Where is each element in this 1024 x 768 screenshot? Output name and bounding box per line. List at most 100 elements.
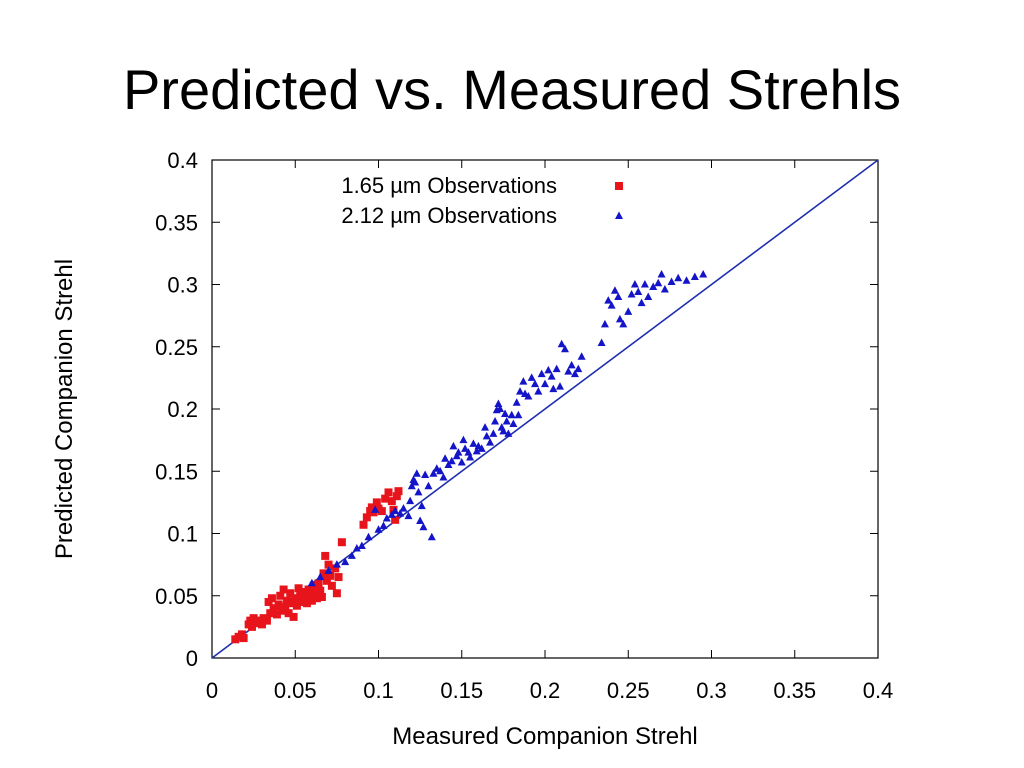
data-point-1-65 bbox=[322, 576, 331, 585]
data-point-1-65 bbox=[316, 586, 325, 595]
data-point-1-65 bbox=[321, 551, 330, 560]
x-tick-label: 0.25 bbox=[607, 678, 650, 703]
data-point-2-12 bbox=[644, 292, 653, 300]
data-point-2-12 bbox=[491, 416, 500, 425]
data-point-2-12 bbox=[364, 532, 373, 541]
data-point-2-12 bbox=[516, 387, 525, 395]
x-tick-label: 0.1 bbox=[363, 678, 394, 703]
data-point-2-12 bbox=[547, 372, 556, 380]
data-point-2-12 bbox=[667, 277, 676, 286]
data-point-2-12 bbox=[436, 466, 445, 475]
x-tick-label: 0.15 bbox=[440, 678, 483, 703]
y-tick-label: 0.25 bbox=[155, 335, 198, 360]
x-axis-title: Measured Companion Strehl bbox=[392, 723, 698, 750]
data-point-2-12 bbox=[352, 543, 361, 552]
data-point-1-65 bbox=[381, 494, 390, 503]
data-point-2-12 bbox=[382, 514, 391, 522]
data-point-2-12 bbox=[607, 301, 616, 309]
data-point-2-12 bbox=[374, 525, 383, 533]
data-point-2-12 bbox=[416, 516, 425, 525]
data-point-2-12 bbox=[404, 511, 413, 520]
data-point-2-12 bbox=[615, 314, 624, 323]
data-point-2-12 bbox=[447, 456, 456, 465]
data-point-2-12 bbox=[524, 392, 533, 400]
y-tick-label: 0 bbox=[186, 646, 198, 671]
data-point-2-12 bbox=[564, 367, 573, 375]
data-point-2-12 bbox=[600, 319, 609, 328]
legend: 1.65 µm Observations 2.12 µm Observation… bbox=[341, 173, 623, 228]
data-point-2-12 bbox=[519, 377, 528, 385]
y-tick-label: 0.4 bbox=[167, 148, 198, 173]
x-tick-label: 0.05 bbox=[274, 678, 317, 703]
data-point-2-12 bbox=[501, 409, 510, 417]
data-point-2-12 bbox=[341, 557, 350, 566]
data-point-2-12 bbox=[427, 532, 436, 541]
data-point-1-65 bbox=[359, 520, 368, 529]
data-point-1-65 bbox=[281, 602, 290, 611]
data-point-2-12 bbox=[660, 284, 669, 293]
data-point-1-65 bbox=[332, 589, 341, 598]
data-point-1-65 bbox=[257, 620, 266, 629]
data-point-2-12 bbox=[371, 505, 380, 513]
data-point-2-12 bbox=[459, 435, 468, 444]
data-point-1-65 bbox=[266, 609, 275, 618]
data-point-1-65 bbox=[324, 560, 333, 569]
data-point-2-12 bbox=[324, 566, 333, 574]
legend-marker-2-12 bbox=[615, 211, 623, 219]
data-point-2-12 bbox=[614, 292, 623, 300]
data-point-1-65 bbox=[279, 585, 288, 594]
data-point-2-12 bbox=[411, 477, 420, 486]
data-point-2-12 bbox=[347, 551, 356, 559]
data-point-1-65 bbox=[302, 599, 311, 608]
data-point-2-12 bbox=[466, 453, 475, 461]
data-point-2-12 bbox=[396, 509, 405, 517]
data-point-2-12 bbox=[429, 469, 438, 477]
x-tick-label: 0.2 bbox=[530, 678, 561, 703]
legend-label-2-12: 2.12 µm Observations bbox=[341, 203, 557, 228]
data-point-1-65 bbox=[282, 596, 291, 605]
data-point-1-65 bbox=[299, 588, 308, 597]
data-point-1-65 bbox=[269, 604, 278, 613]
x-axis-ticks: 0 0.05 0.1 0.15 0.2 0.25 0.3 0.35 0.4 bbox=[206, 160, 893, 703]
data-point-2-12 bbox=[610, 286, 619, 294]
data-point-2-12 bbox=[537, 369, 546, 378]
data-point-1-65 bbox=[292, 601, 301, 610]
data-point-2-12 bbox=[577, 352, 586, 360]
data-point-2-12 bbox=[597, 338, 606, 347]
x-tick-label: 0.4 bbox=[863, 678, 894, 703]
data-point-2-12 bbox=[489, 429, 498, 437]
data-point-2-12 bbox=[477, 444, 486, 452]
data-point-2-12 bbox=[414, 487, 423, 496]
data-point-1-65 bbox=[247, 622, 256, 631]
data-point-1-65 bbox=[311, 589, 320, 598]
y-tick-label: 0.35 bbox=[155, 210, 198, 235]
y-tick-label: 0.1 bbox=[167, 522, 198, 547]
y-tick-label: 0.2 bbox=[167, 397, 198, 422]
data-point-2-12 bbox=[514, 410, 523, 419]
data-point-2-12 bbox=[555, 382, 564, 390]
data-point-2-12 bbox=[674, 273, 683, 282]
data-point-1-65 bbox=[301, 594, 310, 603]
data-point-2-12 bbox=[541, 379, 549, 388]
data-point-2-12 bbox=[399, 504, 408, 512]
data-point-2-12 bbox=[419, 522, 428, 531]
data-point-2-12 bbox=[619, 319, 628, 328]
data-point-1-65 bbox=[377, 507, 386, 516]
data-point-2-12 bbox=[630, 280, 639, 288]
data-point-1-65 bbox=[387, 497, 396, 506]
data-point-1-65 bbox=[294, 584, 303, 593]
data-point-1-65 bbox=[291, 594, 300, 603]
y-tick-label: 0.15 bbox=[155, 459, 198, 484]
data-point-2-12 bbox=[406, 496, 415, 505]
data-point-1-65 bbox=[267, 594, 276, 603]
data-point-2-12 bbox=[454, 448, 463, 456]
data-point-1-65 bbox=[362, 513, 371, 522]
data-point-2-12 bbox=[567, 360, 576, 369]
legend-label-1-65: 1.65 µm Observations bbox=[341, 173, 557, 198]
data-point-2-12 bbox=[627, 289, 636, 298]
data-point-2-12 bbox=[499, 426, 508, 435]
data-point-2-12 bbox=[574, 364, 583, 373]
data-point-2-12 bbox=[654, 278, 663, 287]
data-point-2-12 bbox=[307, 578, 316, 587]
data-point-2-12 bbox=[640, 280, 649, 288]
